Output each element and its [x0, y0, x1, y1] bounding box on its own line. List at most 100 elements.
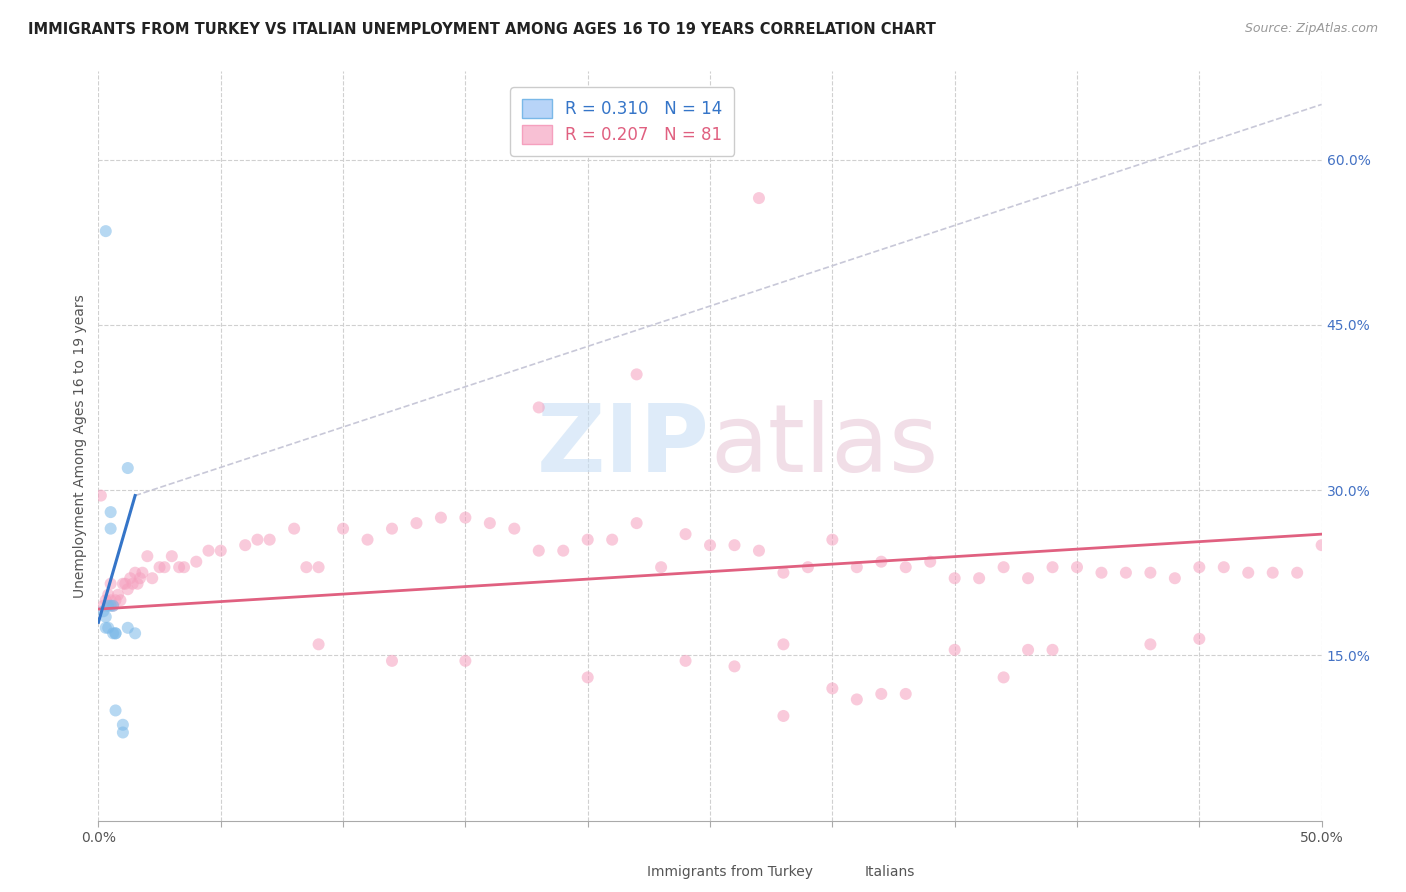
Point	[1310, 538, 1333, 552]
Point	[173, 560, 195, 574]
Point	[283, 522, 305, 536]
Point	[107, 588, 129, 602]
Point	[723, 659, 745, 673]
Point	[748, 191, 770, 205]
Point	[308, 637, 330, 651]
Point	[772, 709, 794, 723]
Text: Italians: Italians	[865, 865, 915, 880]
Point	[100, 522, 122, 536]
Point	[111, 718, 134, 732]
Point	[100, 593, 122, 607]
Point	[478, 516, 501, 530]
Point	[1188, 560, 1211, 574]
Point	[821, 533, 844, 547]
Point	[405, 516, 427, 530]
Point	[167, 560, 190, 574]
Point	[845, 560, 868, 574]
Point	[1017, 643, 1039, 657]
Point	[454, 654, 477, 668]
Point	[894, 687, 917, 701]
Point	[94, 621, 117, 635]
Point	[136, 549, 159, 564]
Point	[94, 609, 117, 624]
Point	[91, 599, 114, 613]
Point	[114, 576, 136, 591]
Point	[94, 224, 117, 238]
Point	[209, 543, 232, 558]
Point	[94, 593, 117, 607]
Point	[97, 588, 120, 602]
Point	[1042, 643, 1064, 657]
Point	[1261, 566, 1284, 580]
Point	[246, 533, 269, 547]
Point	[993, 560, 1015, 574]
Point	[356, 533, 378, 547]
Point	[870, 555, 893, 569]
Point	[920, 555, 942, 569]
Point	[821, 681, 844, 696]
Point	[97, 599, 120, 613]
Point	[675, 527, 697, 541]
Point	[381, 522, 404, 536]
Point	[1115, 566, 1137, 580]
Text: IMMIGRANTS FROM TURKEY VS ITALIAN UNEMPLOYMENT AMONG AGES 16 TO 19 YEARS CORRELA: IMMIGRANTS FROM TURKEY VS ITALIAN UNEMPL…	[28, 22, 936, 37]
Point	[101, 626, 124, 640]
Text: Immigrants from Turkey: Immigrants from Turkey	[647, 865, 813, 880]
Point	[149, 560, 172, 574]
Point	[1164, 571, 1187, 585]
Point	[1237, 566, 1260, 580]
Point	[111, 576, 134, 591]
Point	[104, 626, 127, 640]
Point	[259, 533, 281, 547]
Point	[993, 670, 1015, 684]
Point	[117, 582, 139, 597]
Point	[100, 599, 122, 613]
Point	[772, 566, 794, 580]
Point	[104, 626, 127, 640]
Point	[101, 599, 124, 613]
Y-axis label: Unemployment Among Ages 16 to 19 years: Unemployment Among Ages 16 to 19 years	[73, 294, 87, 598]
Point	[626, 368, 648, 382]
Point	[1212, 560, 1234, 574]
Point	[120, 571, 142, 585]
Point	[527, 543, 550, 558]
Point	[332, 522, 354, 536]
Point	[797, 560, 820, 574]
Point	[110, 593, 132, 607]
Point	[967, 571, 990, 585]
Point	[197, 543, 219, 558]
Point	[1139, 637, 1161, 651]
Point	[160, 549, 183, 564]
Point	[104, 703, 127, 717]
Point	[576, 670, 599, 684]
Legend: R = 0.310   N = 14, R = 0.207   N = 81: R = 0.310 N = 14, R = 0.207 N = 81	[510, 87, 734, 156]
Point	[124, 626, 146, 640]
Point	[430, 510, 453, 524]
Point	[576, 533, 599, 547]
Point	[104, 593, 127, 607]
Point	[675, 654, 697, 668]
Point	[699, 538, 721, 552]
Point	[111, 725, 134, 739]
Point	[1042, 560, 1064, 574]
Point	[129, 571, 152, 585]
Point	[723, 538, 745, 552]
Point	[308, 560, 330, 574]
Point	[1090, 566, 1112, 580]
Point	[650, 560, 672, 574]
Point	[527, 401, 550, 415]
Point	[626, 516, 648, 530]
Point	[121, 576, 143, 591]
Point	[1139, 566, 1161, 580]
Point	[127, 576, 149, 591]
Point	[117, 621, 139, 635]
Point	[381, 654, 404, 668]
Point	[233, 538, 256, 552]
Point	[503, 522, 526, 536]
Point	[91, 604, 114, 618]
Point	[600, 533, 623, 547]
Point	[748, 543, 770, 558]
Point	[153, 560, 176, 574]
Point	[772, 637, 794, 651]
Point	[100, 576, 122, 591]
